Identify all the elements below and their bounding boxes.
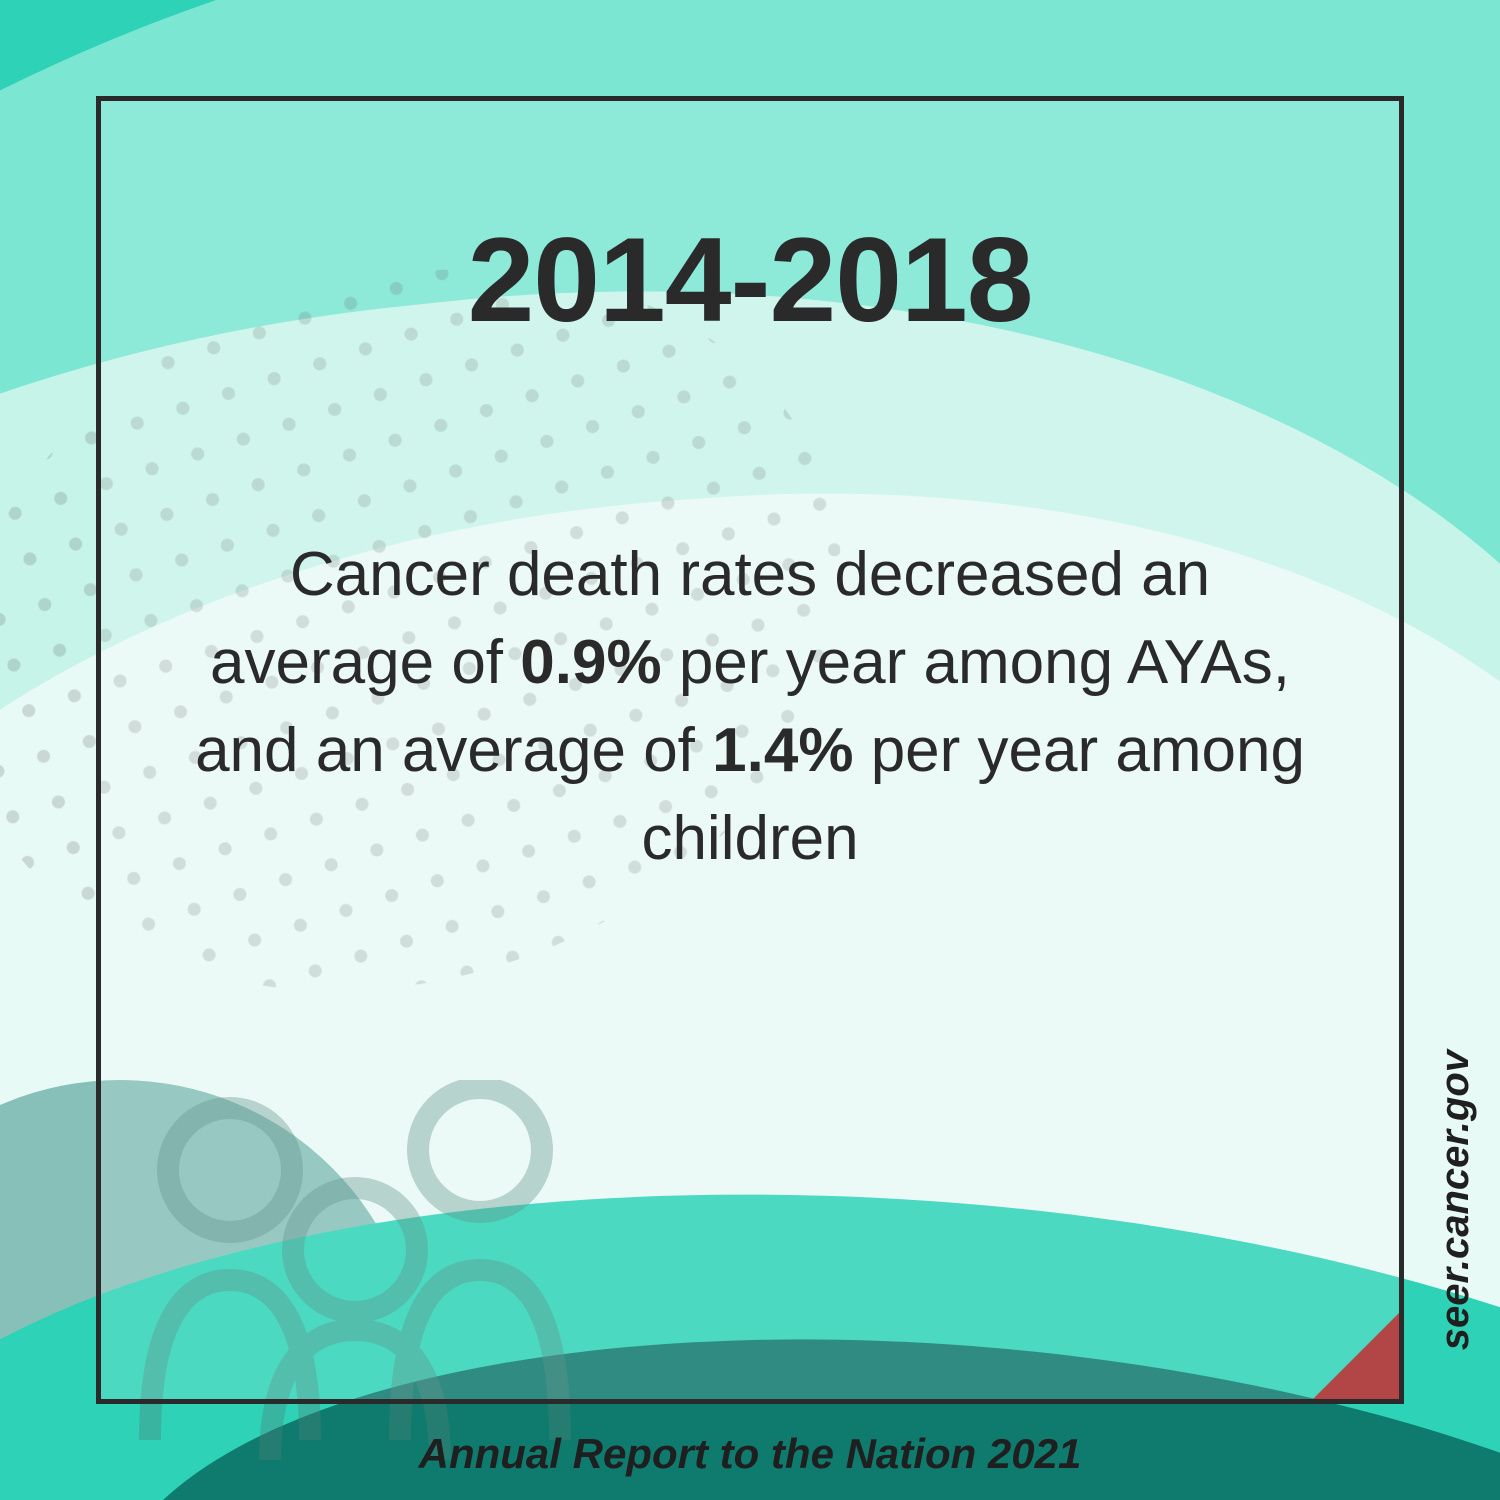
content-panel: 2014-2018 Cancer death rates decreased a… bbox=[96, 96, 1404, 1404]
body-text: Cancer death rates decreased an average … bbox=[171, 531, 1329, 883]
year-range-title: 2014-2018 bbox=[101, 211, 1399, 349]
report-footer: Annual Report to the Nation 2021 bbox=[0, 1430, 1500, 1478]
stat-aya: 0.9% bbox=[520, 628, 661, 697]
background: 2014-2018 Cancer death rates decreased a… bbox=[0, 0, 1500, 1500]
source-url: seer.cancer.gov bbox=[1433, 1050, 1478, 1350]
stat-children: 1.4% bbox=[712, 716, 853, 785]
